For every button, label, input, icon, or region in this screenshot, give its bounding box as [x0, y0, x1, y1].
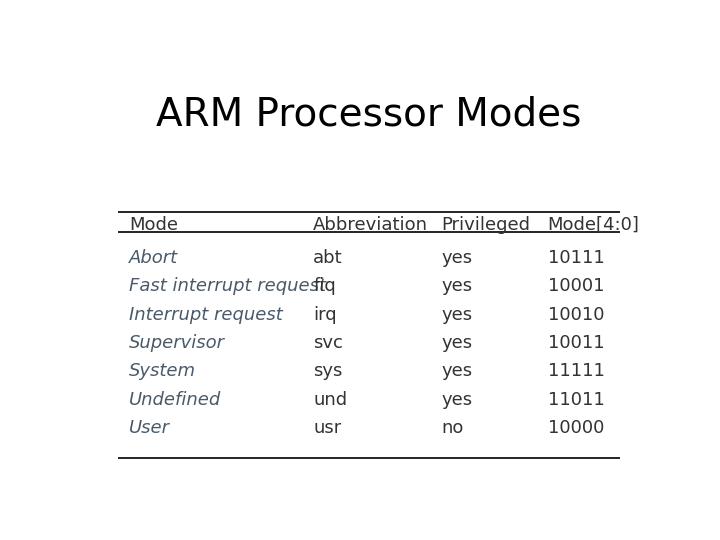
Text: Supervisor: Supervisor — [129, 334, 225, 352]
Text: Privileged: Privileged — [441, 216, 531, 234]
Text: yes: yes — [441, 306, 472, 323]
Text: 11111: 11111 — [547, 362, 604, 380]
Text: Undefined: Undefined — [129, 390, 221, 409]
Text: irq: irq — [313, 306, 337, 323]
Text: usr: usr — [313, 419, 341, 437]
Text: Mode: Mode — [129, 216, 178, 234]
Text: Abbreviation: Abbreviation — [313, 216, 428, 234]
Text: 10001: 10001 — [547, 278, 604, 295]
Text: Interrupt request: Interrupt request — [129, 306, 283, 323]
Text: ARM Processor Modes: ARM Processor Modes — [156, 96, 582, 134]
Text: sys: sys — [313, 362, 343, 380]
Text: und: und — [313, 390, 347, 409]
Text: no: no — [441, 419, 464, 437]
Text: yes: yes — [441, 390, 472, 409]
Text: 10111: 10111 — [547, 249, 604, 267]
Text: 10011: 10011 — [547, 334, 604, 352]
Text: 11011: 11011 — [547, 390, 604, 409]
Text: 10000: 10000 — [547, 419, 604, 437]
Text: 10010: 10010 — [547, 306, 604, 323]
Text: User: User — [129, 419, 170, 437]
Text: abt: abt — [313, 249, 343, 267]
Text: yes: yes — [441, 278, 472, 295]
Text: yes: yes — [441, 249, 472, 267]
Text: yes: yes — [441, 362, 472, 380]
Text: Abort: Abort — [129, 249, 178, 267]
Text: fiq: fiq — [313, 278, 336, 295]
Text: svc: svc — [313, 334, 343, 352]
Text: Mode[4:0]: Mode[4:0] — [547, 216, 639, 234]
Text: yes: yes — [441, 334, 472, 352]
Text: Fast interrupt request: Fast interrupt request — [129, 278, 326, 295]
Text: System: System — [129, 362, 196, 380]
